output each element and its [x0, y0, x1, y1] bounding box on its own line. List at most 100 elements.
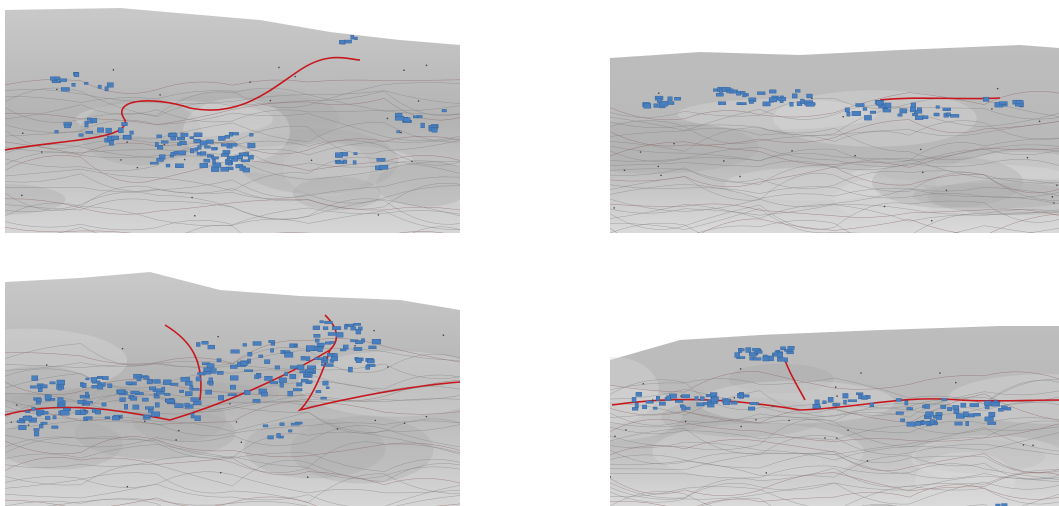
tree-dot [175, 439, 177, 441]
building [192, 388, 200, 391]
tree-dot [306, 476, 309, 479]
contour-line [5, 191, 460, 225]
contour-line [5, 483, 460, 506]
building [180, 376, 190, 382]
building [228, 132, 233, 137]
building [716, 93, 724, 97]
building [106, 82, 114, 88]
building [217, 371, 224, 375]
building [269, 381, 278, 385]
tree-dot [613, 207, 615, 209]
building [279, 422, 285, 426]
building [1015, 100, 1024, 105]
building [227, 393, 237, 396]
building [206, 154, 212, 158]
building [300, 378, 309, 383]
building [211, 156, 219, 160]
building [322, 380, 329, 386]
contour-line [5, 89, 460, 104]
building [190, 397, 200, 402]
contour-line [610, 148, 1059, 163]
building [218, 395, 225, 401]
tree-dot [403, 422, 406, 425]
building [710, 392, 718, 397]
building [947, 407, 952, 412]
contour-line [610, 106, 1059, 136]
building [56, 379, 65, 385]
building [681, 405, 686, 411]
building [230, 364, 238, 369]
building [104, 416, 111, 419]
building [960, 402, 967, 408]
building [317, 346, 323, 352]
contour-line [610, 490, 1059, 506]
building [739, 348, 745, 352]
tree-dot [40, 151, 43, 153]
contour-line [610, 467, 1059, 499]
building [194, 147, 199, 152]
building [933, 112, 940, 117]
building [330, 356, 338, 362]
building [207, 344, 215, 350]
building [745, 347, 752, 353]
tree-dot [400, 131, 402, 134]
tree-dot [1026, 156, 1029, 159]
hill-shade [652, 423, 864, 480]
tree-dot [10, 421, 13, 423]
building [289, 374, 297, 379]
building [922, 421, 930, 425]
building [995, 503, 1001, 506]
hill-shade [677, 98, 878, 130]
tree-dot [955, 381, 957, 384]
building [59, 78, 67, 82]
building [862, 107, 868, 111]
building [645, 400, 654, 404]
contour-line [610, 390, 1059, 418]
building [316, 342, 325, 347]
building [125, 381, 133, 385]
building [924, 404, 930, 409]
building [344, 324, 348, 330]
building [312, 325, 320, 330]
building [177, 136, 185, 141]
building [85, 377, 90, 381]
contour-line [610, 120, 1059, 144]
building [240, 361, 248, 366]
contour-line [5, 104, 460, 123]
contour-line [610, 481, 1059, 505]
building [195, 376, 201, 382]
contour-line [5, 368, 460, 390]
building [268, 340, 276, 343]
building [71, 82, 76, 87]
tree-dot [191, 196, 193, 199]
building [306, 345, 316, 351]
contour-line [696, 220, 1035, 233]
building [963, 411, 969, 417]
building [288, 429, 293, 433]
building [940, 404, 947, 409]
building [177, 142, 182, 146]
building [719, 88, 723, 93]
building [170, 382, 179, 386]
hill-shade [5, 184, 66, 215]
tree-dot [660, 174, 662, 177]
tree-dot [610, 476, 612, 478]
tree-dot [739, 175, 741, 178]
building [832, 403, 838, 407]
building [60, 87, 70, 92]
building [783, 357, 788, 363]
contour-line [610, 203, 1059, 218]
building [897, 113, 903, 117]
building [279, 383, 284, 388]
tree-dot [614, 435, 616, 438]
building [777, 357, 784, 362]
building [367, 359, 375, 364]
tree-dot [119, 416, 121, 418]
building [844, 107, 850, 113]
building [206, 363, 215, 369]
tree-dot [1038, 120, 1041, 123]
building [634, 402, 639, 408]
building [185, 391, 193, 396]
building [276, 433, 281, 439]
contour-line [5, 496, 460, 506]
